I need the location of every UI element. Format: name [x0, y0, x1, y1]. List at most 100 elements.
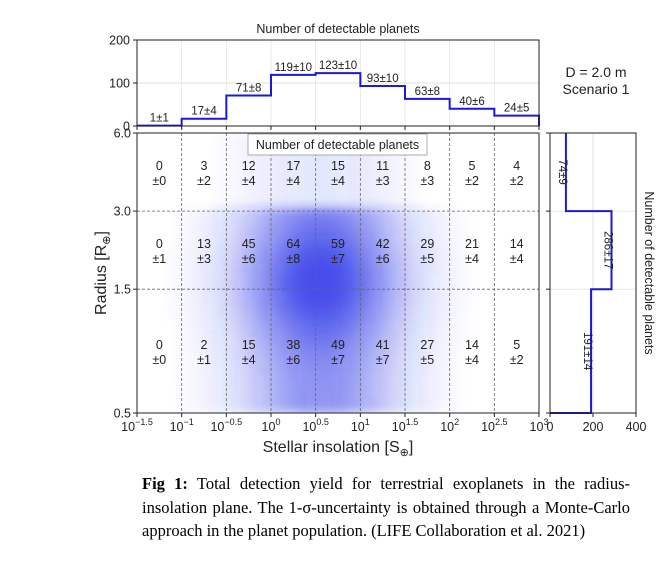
heatmap-density-cell: [197, 375, 208, 386]
heatmap-density-cell: [338, 245, 349, 255]
heatmap-density-cell: [338, 235, 349, 246]
heatmap-density-cell: [287, 385, 299, 395]
heatmap-density-cell: [358, 235, 369, 246]
heatmap-density-cell: [338, 179, 349, 190]
heatmap-density-cell: [358, 301, 369, 311]
heatmap-density-cell: [257, 338, 269, 349]
heatmap-density-cell: [287, 366, 299, 377]
heatmap-density-cell: [378, 310, 389, 321]
heatmap-density-cell: [317, 357, 329, 367]
heatmap-density-cell: [428, 394, 440, 405]
heatmap-density-cell: [227, 310, 239, 321]
heatmap-density-cell: [368, 254, 379, 265]
heatmap-density-cell: [388, 282, 399, 293]
heatmap-density-cell: [227, 254, 239, 265]
heatmap-density-cell: [418, 235, 430, 246]
heatmap-density-cell: [438, 291, 450, 302]
heatmap-density-cell: [207, 217, 218, 227]
heatmap-density-cell: [287, 263, 299, 274]
right-x-tick-label: 400: [626, 420, 647, 434]
heatmap-density-cell: [227, 263, 239, 274]
heatmap-density-cell: [378, 170, 389, 181]
heatmap-density-cell: [348, 151, 359, 162]
heatmap-density-cell: [277, 226, 289, 237]
heatmap-density-cell: [267, 245, 279, 255]
heatmap-density-cell: [227, 245, 239, 255]
heatmap-density-cell: [217, 310, 229, 321]
heatmap-density-cell: [257, 375, 269, 386]
heatmap-density-cell: [277, 207, 289, 218]
cell-count: 38: [286, 338, 300, 352]
heatmap-density-cell: [428, 385, 440, 395]
heatmap-density-cell: [177, 245, 188, 255]
heatmap-density-cell: [297, 273, 309, 283]
heatmap-density-cell: [418, 385, 430, 395]
cell-count: 17: [286, 159, 300, 173]
right-histogram: 74±9 286±17 191±14 0 200 400 Number of detec…: [546, 132, 656, 434]
cell-error: ±3: [197, 252, 211, 266]
cell-count: 64: [286, 237, 300, 251]
heatmap-density-cell: [277, 301, 289, 311]
heatmap-density-cell: [378, 235, 389, 246]
heatmap-density-cell: [428, 338, 440, 349]
heatmap-density-cell: [238, 198, 249, 208]
heatmap-density-cell: [358, 291, 369, 302]
heatmap-density-cell: [368, 347, 379, 358]
heatmap-density-cell: [277, 385, 289, 395]
heatmap-density-cell: [217, 235, 229, 246]
heatmap-density-cell: [207, 385, 218, 395]
x-tick-label: 10−0.5: [210, 417, 242, 434]
heatmap-density-cell: [408, 189, 419, 199]
heatmap-density-cell: [227, 235, 239, 246]
top-histogram-title: Number of detectable planets: [256, 22, 419, 36]
heatmap-density-cell: [368, 338, 379, 349]
heatmap-density-cell: [307, 179, 319, 190]
cell-error: ±4: [465, 353, 479, 367]
heatmap-density-cell: [327, 189, 339, 199]
heatmap-density-cell: [297, 291, 309, 302]
heatmap-density-cell: [207, 347, 218, 358]
heatmap-density-cell: [267, 235, 279, 246]
heatmap-density-cell: [327, 375, 339, 386]
heatmap-density-cell: [358, 161, 369, 171]
heatmap-density-cell: [247, 329, 259, 339]
heatmap-density-cell: [398, 385, 409, 395]
heatmap-density-cell: [277, 179, 289, 190]
heatmap-density-cell: [358, 329, 369, 339]
heatmap-density-cell: [388, 403, 399, 413]
right-x-tick-label: 0: [547, 420, 554, 434]
heatmap-density-cell: [257, 170, 269, 181]
heatmap-density-cell: [238, 133, 249, 143]
heatmap-density-cell: [408, 273, 419, 283]
heatmap-density-cell: [237, 282, 249, 293]
heatmap-density-cell: [408, 385, 419, 395]
heatmap-density-cell: [247, 291, 259, 302]
heatmap-density-cell: [317, 403, 329, 413]
heatmap-density-cell: [449, 366, 460, 376]
heatmap-density-cell: [368, 366, 379, 377]
heatmap-density-cell: [358, 207, 369, 218]
heatmap-density-cell: [368, 273, 379, 283]
heatmap-density-cell: [327, 245, 339, 255]
top-y-tick-label: 100: [109, 77, 130, 91]
heatmap-density-cell: [368, 217, 379, 227]
heatmap-density-cell: [459, 217, 470, 227]
heatmap-density-cell: [267, 310, 279, 321]
heatmap-density-cell: [207, 394, 218, 405]
heatmap-density-cell: [297, 282, 309, 293]
heatmap-density-cell: [257, 151, 269, 162]
heatmap-density-cell: [378, 366, 389, 377]
heatmap-density-cell: [388, 170, 399, 181]
heatmap-density-cell: [217, 273, 229, 283]
heatmap-density-cell: [247, 357, 259, 367]
heatmap-density-cell: [247, 366, 259, 377]
cell-count: 14: [465, 338, 479, 352]
heatmap-density-cell: [167, 292, 178, 302]
heatmap-density-cell: [317, 161, 329, 171]
heatmap-density-cell: [247, 282, 259, 293]
heatmap-density-cell: [408, 170, 419, 180]
heatmap-density-cell: [227, 273, 239, 283]
heatmap-density-cell: [187, 282, 198, 293]
heatmap-density-cell: [398, 375, 409, 386]
heatmap-density-cell: [378, 403, 389, 413]
